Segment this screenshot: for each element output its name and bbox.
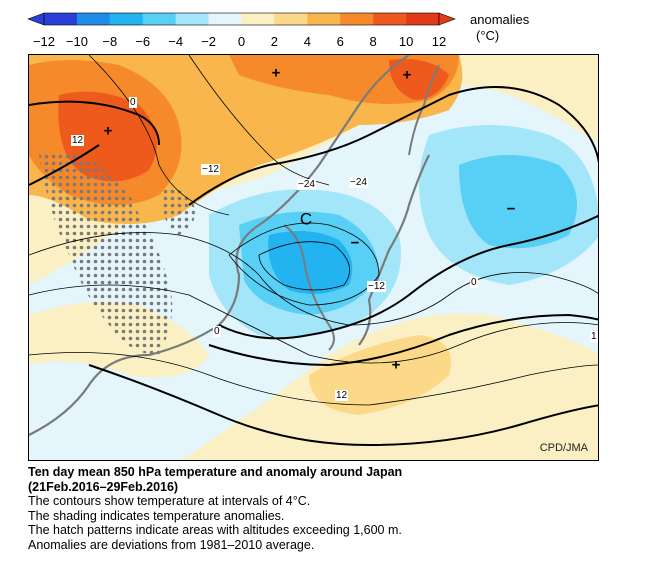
colorbar-unit: (°C) bbox=[476, 28, 500, 43]
temperature-anomaly-map: 0 12 −12 −24 −24 −12 0 0 12 1 + + + − − … bbox=[28, 54, 599, 461]
contour-label-neg12-west: −12 bbox=[201, 164, 220, 175]
warm-anomaly-center-symbol: + bbox=[103, 122, 113, 140]
colorbar-title: anomalies (°C) bbox=[470, 12, 529, 44]
caption-line-contours: The contours show temperature at interva… bbox=[28, 494, 311, 509]
high-terrain-hatch-west bbox=[39, 151, 173, 355]
colorbar-tick-label: 10 bbox=[398, 34, 414, 49]
colorbar-graphic bbox=[27, 12, 456, 26]
colorbar-tick-label: 0 bbox=[237, 34, 246, 49]
colorbar-segment bbox=[175, 13, 209, 25]
contour-label-edge: 1 bbox=[590, 331, 598, 342]
colorbar-tick-label: −4 bbox=[168, 34, 184, 49]
colorbar-segment bbox=[340, 13, 374, 25]
colorbar-segment bbox=[76, 13, 111, 25]
colorbar-tick-label: 2 bbox=[270, 34, 279, 49]
cold-anomaly-center-symbol: − bbox=[350, 234, 360, 252]
coastline-asia bbox=[29, 55, 410, 436]
contour-label-12-south: 12 bbox=[335, 390, 349, 401]
contour-label-0-east: 0 bbox=[470, 277, 478, 288]
caption-line-hatch: The hatch patterns indicate areas with a… bbox=[28, 523, 402, 538]
coastline-japan bbox=[358, 154, 430, 346]
colorbar-segment bbox=[109, 13, 144, 25]
temperature-contours-bold bbox=[29, 86, 598, 447]
warm-anomaly-center-symbol: + bbox=[402, 66, 412, 84]
colorbar-segment bbox=[44, 13, 78, 25]
colorbar-segment bbox=[208, 13, 242, 25]
anomaly-region-cold-east bbox=[459, 155, 577, 249]
high-terrain-hatch-east bbox=[163, 189, 195, 235]
coastline-sakhalin bbox=[408, 64, 440, 156]
contour-label-12-north: 12 bbox=[71, 135, 85, 146]
anomaly-region-very-cold-center bbox=[268, 231, 353, 294]
caption-title: Ten day mean 850 hPa temperature and ano… bbox=[28, 465, 403, 479]
cold-anomaly-center-symbol: − bbox=[506, 200, 516, 218]
colorbar-tick-label: −6 bbox=[135, 34, 151, 49]
colorbar-segment bbox=[241, 13, 275, 25]
temperature-contours-thin bbox=[29, 55, 598, 406]
colorbar-tick-label: −8 bbox=[102, 34, 118, 49]
figure-caption: Ten day mean 850 hPa temperature and ano… bbox=[28, 465, 628, 553]
colorbar-tick-label: 6 bbox=[336, 34, 344, 49]
anomaly-colorbar: −12 −10 −8 −6 −4 −2 0 2 4 6 8 10 12 anomalies (°C) bbox=[0, 0, 650, 50]
anomaly-region-red-ne bbox=[389, 59, 449, 100]
map-graphic bbox=[29, 55, 598, 460]
coastline-korea bbox=[283, 224, 335, 351]
colorbar-segment bbox=[307, 13, 341, 25]
colorbar-tick-label: 4 bbox=[303, 34, 311, 49]
colorbar-right-arrow bbox=[438, 12, 456, 26]
colorbar-tick-label: 8 bbox=[369, 34, 377, 49]
map-credit: CPD/JMA bbox=[539, 442, 588, 454]
colorbar-tick-label: −10 bbox=[65, 34, 88, 49]
contour-label-0-north: 0 bbox=[129, 97, 137, 108]
colorbar-segment bbox=[274, 13, 308, 25]
cold-center-marker: C bbox=[299, 209, 313, 229]
colorbar-title-text: anomalies bbox=[470, 12, 530, 27]
colorbar-segment bbox=[406, 13, 440, 25]
contour-label-neg12-south: −12 bbox=[367, 281, 386, 292]
caption-line-shading: The shading indicates temperature anomal… bbox=[28, 508, 285, 523]
colorbar-left-arrow bbox=[27, 12, 45, 26]
colorbar-tick-label: −2 bbox=[201, 34, 216, 49]
contour-label-neg24-east: −24 bbox=[349, 177, 368, 188]
contour-label-0-west: 0 bbox=[213, 326, 221, 337]
caption-period: (21Feb.2016–29Feb.2016) bbox=[28, 479, 179, 494]
colorbar-segment bbox=[142, 13, 176, 25]
contour-label-neg24-west: −24 bbox=[297, 179, 316, 190]
colorbar-tick-label: −12 bbox=[32, 34, 56, 49]
warm-anomaly-center-symbol: + bbox=[271, 64, 281, 82]
colorbar-segment bbox=[373, 13, 407, 25]
colorbar-tick-label: 12 bbox=[431, 34, 447, 49]
warm-anomaly-center-symbol: + bbox=[391, 356, 401, 374]
caption-line-anomalies: Anomalies are deviations from 1981–2010 … bbox=[28, 537, 315, 552]
